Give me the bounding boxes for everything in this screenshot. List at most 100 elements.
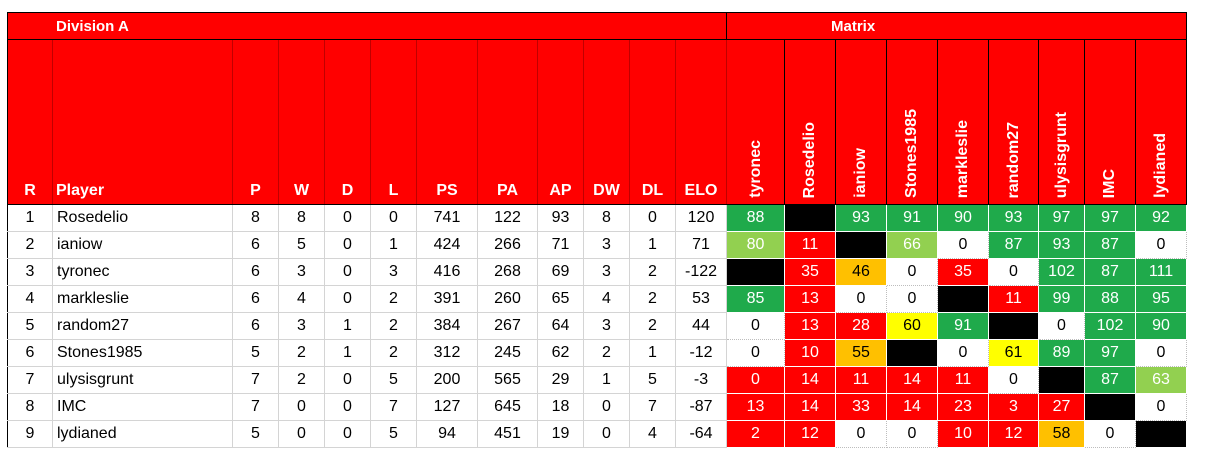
cell-w[interactable]: 4 (278, 285, 325, 313)
header-player[interactable]: Player (52, 39, 233, 205)
matrix-cell[interactable]: 11 (784, 231, 836, 259)
cell-pa[interactable]: 645 (477, 393, 538, 421)
header-ps[interactable]: PS (416, 39, 478, 205)
matrix-cell[interactable] (784, 204, 836, 232)
cell-d[interactable]: 0 (324, 258, 371, 286)
cell-dw[interactable]: 3 (583, 312, 630, 340)
matrix-cell[interactable]: 90 (937, 204, 989, 232)
matrix-cell[interactable]: 63 (1135, 366, 1187, 394)
cell-l[interactable]: 5 (370, 366, 417, 394)
matrix-cell[interactable]: 85 (726, 285, 785, 313)
matrix-cell[interactable] (1084, 393, 1136, 421)
cell-p[interactable]: 5 (232, 339, 279, 367)
matrix-cell[interactable]: 11 (835, 366, 887, 394)
cell-l[interactable]: 0 (370, 204, 417, 232)
matrix-cell[interactable]: 87 (988, 231, 1039, 259)
cell-d[interactable]: 0 (324, 204, 371, 232)
cell-elo[interactable]: 44 (675, 312, 727, 340)
matrix-title[interactable]: Matrix (726, 12, 1187, 40)
matrix-cell[interactable]: 12 (988, 420, 1039, 448)
matrix-cell[interactable]: 13 (784, 285, 836, 313)
matrix-cell[interactable]: 102 (1038, 258, 1085, 286)
matrix-cell[interactable]: 0 (1135, 339, 1187, 367)
matrix-header-lydianed[interactable]: lydianed (1135, 39, 1187, 205)
matrix-cell[interactable]: 97 (1084, 339, 1136, 367)
matrix-cell[interactable]: 23 (937, 393, 989, 421)
cell-w[interactable]: 8 (278, 204, 325, 232)
cell-w[interactable]: 5 (278, 231, 325, 259)
matrix-cell[interactable]: 61 (988, 339, 1039, 367)
matrix-cell[interactable]: 93 (1038, 231, 1085, 259)
cell-elo[interactable]: 53 (675, 285, 727, 313)
matrix-cell[interactable]: 87 (1084, 231, 1136, 259)
cell-r[interactable]: 4 (7, 285, 53, 313)
cell-ap[interactable]: 62 (537, 339, 584, 367)
matrix-cell[interactable]: 91 (937, 312, 989, 340)
matrix-cell[interactable]: 46 (835, 258, 887, 286)
matrix-cell[interactable]: 90 (1135, 312, 1187, 340)
matrix-cell[interactable]: 0 (886, 420, 938, 448)
cell-player[interactable]: markleslie (52, 285, 233, 313)
cell-player[interactable]: ulysisgrunt (52, 366, 233, 394)
cell-l[interactable]: 2 (370, 285, 417, 313)
cell-player[interactable]: Rosedelio (52, 204, 233, 232)
matrix-header-tyronec[interactable]: tyronec (726, 39, 785, 205)
cell-elo[interactable]: -122 (675, 258, 727, 286)
header-r[interactable]: R (7, 39, 53, 205)
cell-ps[interactable]: 94 (416, 420, 478, 448)
matrix-cell[interactable]: 93 (988, 204, 1039, 232)
matrix-cell[interactable]: 0 (988, 258, 1039, 286)
cell-dw[interactable]: 3 (583, 258, 630, 286)
matrix-cell[interactable]: 0 (1038, 312, 1085, 340)
cell-dw[interactable]: 3 (583, 231, 630, 259)
matrix-cell[interactable]: 0 (726, 366, 785, 394)
matrix-cell[interactable] (835, 231, 887, 259)
matrix-cell[interactable]: 28 (835, 312, 887, 340)
matrix-cell[interactable]: 66 (886, 231, 938, 259)
matrix-cell[interactable]: 93 (835, 204, 887, 232)
matrix-cell[interactable]: 13 (784, 312, 836, 340)
matrix-cell[interactable]: 14 (886, 366, 938, 394)
cell-pa[interactable]: 266 (477, 231, 538, 259)
cell-w[interactable]: 2 (278, 366, 325, 394)
cell-w[interactable]: 0 (278, 420, 325, 448)
matrix-cell[interactable]: 10 (784, 339, 836, 367)
cell-elo[interactable]: -64 (675, 420, 727, 448)
matrix-cell[interactable]: 95 (1135, 285, 1187, 313)
cell-d[interactable]: 1 (324, 339, 371, 367)
cell-ps[interactable]: 312 (416, 339, 478, 367)
matrix-cell[interactable]: 0 (886, 258, 938, 286)
matrix-cell[interactable]: 0 (726, 312, 785, 340)
cell-dl[interactable]: 7 (629, 393, 676, 421)
matrix-cell[interactable]: 87 (1084, 258, 1136, 286)
matrix-cell[interactable]: 35 (784, 258, 836, 286)
cell-r[interactable]: 5 (7, 312, 53, 340)
matrix-cell[interactable]: 2 (726, 420, 785, 448)
matrix-cell[interactable]: 88 (726, 204, 785, 232)
cell-p[interactable]: 5 (232, 420, 279, 448)
cell-pa[interactable]: 245 (477, 339, 538, 367)
cell-l[interactable]: 5 (370, 420, 417, 448)
cell-r[interactable]: 6 (7, 339, 53, 367)
cell-elo[interactable]: 120 (675, 204, 727, 232)
cell-ap[interactable]: 69 (537, 258, 584, 286)
matrix-cell[interactable]: 87 (1084, 366, 1136, 394)
cell-l[interactable]: 1 (370, 231, 417, 259)
matrix-cell[interactable]: 11 (988, 285, 1039, 313)
cell-elo[interactable]: -87 (675, 393, 727, 421)
cell-ap[interactable]: 19 (537, 420, 584, 448)
matrix-cell[interactable]: 27 (1038, 393, 1085, 421)
cell-w[interactable]: 3 (278, 258, 325, 286)
cell-elo[interactable]: -12 (675, 339, 727, 367)
cell-r[interactable]: 3 (7, 258, 53, 286)
cell-dw[interactable]: 1 (583, 366, 630, 394)
cell-ps[interactable]: 741 (416, 204, 478, 232)
matrix-cell[interactable] (1135, 420, 1187, 448)
matrix-cell[interactable]: 33 (835, 393, 887, 421)
cell-l[interactable]: 7 (370, 393, 417, 421)
matrix-cell[interactable]: 0 (937, 231, 989, 259)
matrix-cell[interactable]: 35 (937, 258, 989, 286)
cell-dl[interactable]: 2 (629, 285, 676, 313)
cell-p[interactable]: 6 (232, 231, 279, 259)
matrix-cell[interactable]: 92 (1135, 204, 1187, 232)
